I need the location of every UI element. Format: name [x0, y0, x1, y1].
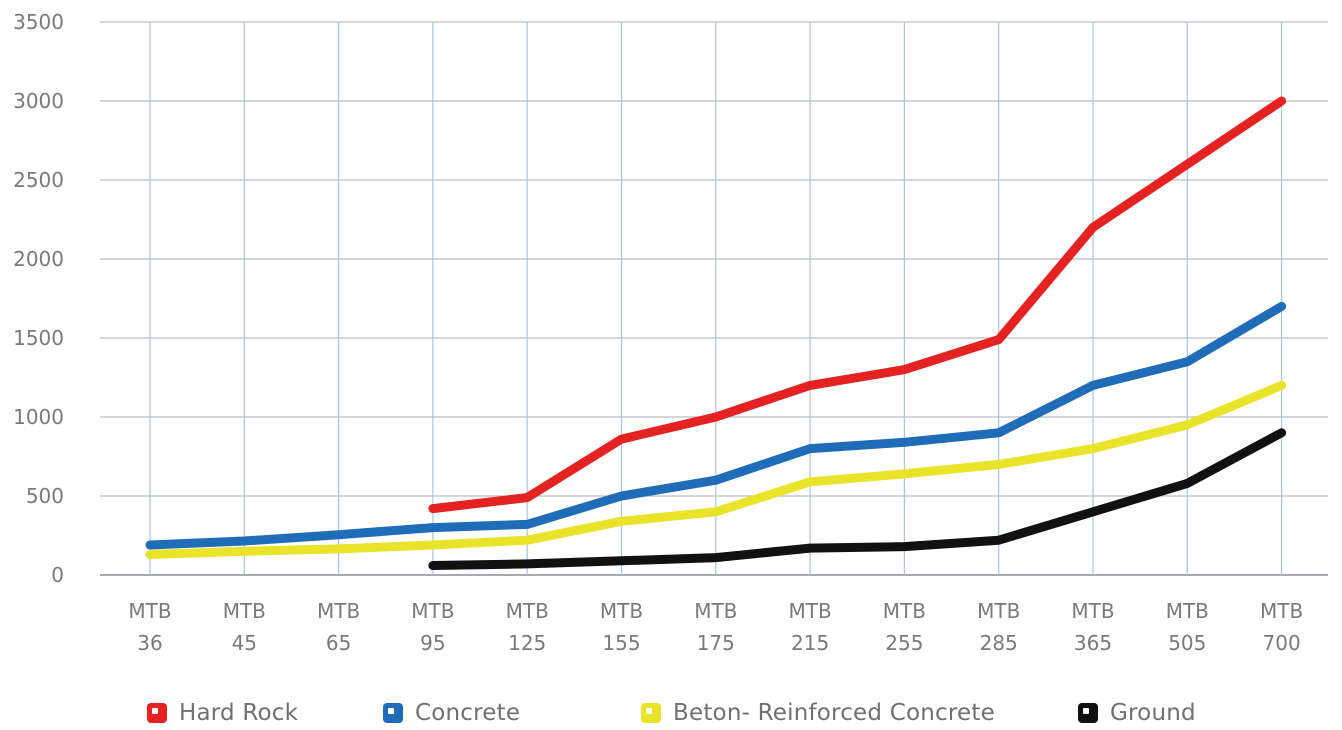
- x-tick-label: 365: [1074, 631, 1112, 655]
- legend-label: Ground: [1110, 700, 1196, 726]
- y-tick-label: 2000: [13, 247, 64, 271]
- y-axis-ticks: 0 500 1000 1500 2000 2500 3000 3500: [13, 10, 64, 587]
- x-tick-label: MTB: [788, 599, 831, 623]
- y-tick-label: 1000: [13, 405, 64, 429]
- y-tick-label: 2500: [13, 168, 64, 192]
- legend-swatch-icon: [383, 703, 403, 723]
- x-tick-label: MTB: [883, 599, 926, 623]
- series-line-hard-rock: [428, 96, 1287, 514]
- x-tick-label: 505: [1168, 631, 1206, 655]
- x-tick-label: MTB: [223, 599, 266, 623]
- legend-swatch-icon: [1078, 703, 1098, 723]
- legend-item: Beton- Reinforced Concrete: [641, 700, 995, 726]
- legend-label: Concrete: [415, 700, 521, 726]
- x-tick-label: 255: [885, 631, 923, 655]
- x-tick-label: MTB: [317, 599, 360, 623]
- legend-item: Hard Rock: [147, 700, 298, 726]
- y-tick-label: 1500: [13, 326, 64, 350]
- x-tick-label: MTB: [600, 599, 643, 623]
- legend-label: Hard Rock: [179, 700, 299, 726]
- y-tick-label: 3500: [13, 10, 64, 34]
- legend-label: Beton- Reinforced Concrete: [673, 700, 995, 726]
- x-tick-label: 45: [232, 631, 257, 655]
- x-tick-label: 155: [602, 631, 640, 655]
- legend-swatch-icon: [147, 703, 167, 723]
- x-tick-label: MTB: [128, 599, 171, 623]
- data-series: [145, 96, 1287, 570]
- x-tick-label: MTB: [411, 599, 454, 623]
- legend-item: Ground: [1078, 700, 1196, 726]
- x-tick-label: MTB: [1071, 599, 1114, 623]
- x-tick-label: 700: [1263, 631, 1301, 655]
- series-line-ground: [428, 428, 1287, 570]
- x-tick-label: MTB: [1260, 599, 1303, 623]
- y-tick-label: 500: [26, 484, 64, 508]
- x-tick-label: 65: [326, 631, 351, 655]
- y-tick-label: 3000: [13, 89, 64, 113]
- x-tick-label: 285: [980, 631, 1018, 655]
- y-tick-label: 0: [51, 563, 64, 587]
- legend-item: Concrete: [383, 700, 520, 726]
- x-tick-label: MTB: [506, 599, 549, 623]
- x-tick-label: 215: [791, 631, 829, 655]
- x-tick-label: 95: [420, 631, 445, 655]
- x-tick-label: MTB: [977, 599, 1020, 623]
- x-axis-ticks: MTB 36 MTB 45 MTB 65 MTB 95 MTB 125 MTB 155 MTB 175 MT…: [128, 599, 1303, 655]
- legend-swatch-icon: [641, 703, 661, 723]
- x-tick-label: 125: [508, 631, 546, 655]
- x-tick-label: 175: [697, 631, 735, 655]
- x-tick-label: 36: [137, 631, 162, 655]
- series-line-beton-reinforced-concrete: [145, 380, 1287, 559]
- x-tick-label: MTB: [694, 599, 737, 623]
- x-tick-label: MTB: [1166, 599, 1209, 623]
- series-line-concrete: [145, 301, 1287, 550]
- gridlines: [100, 21, 1328, 576]
